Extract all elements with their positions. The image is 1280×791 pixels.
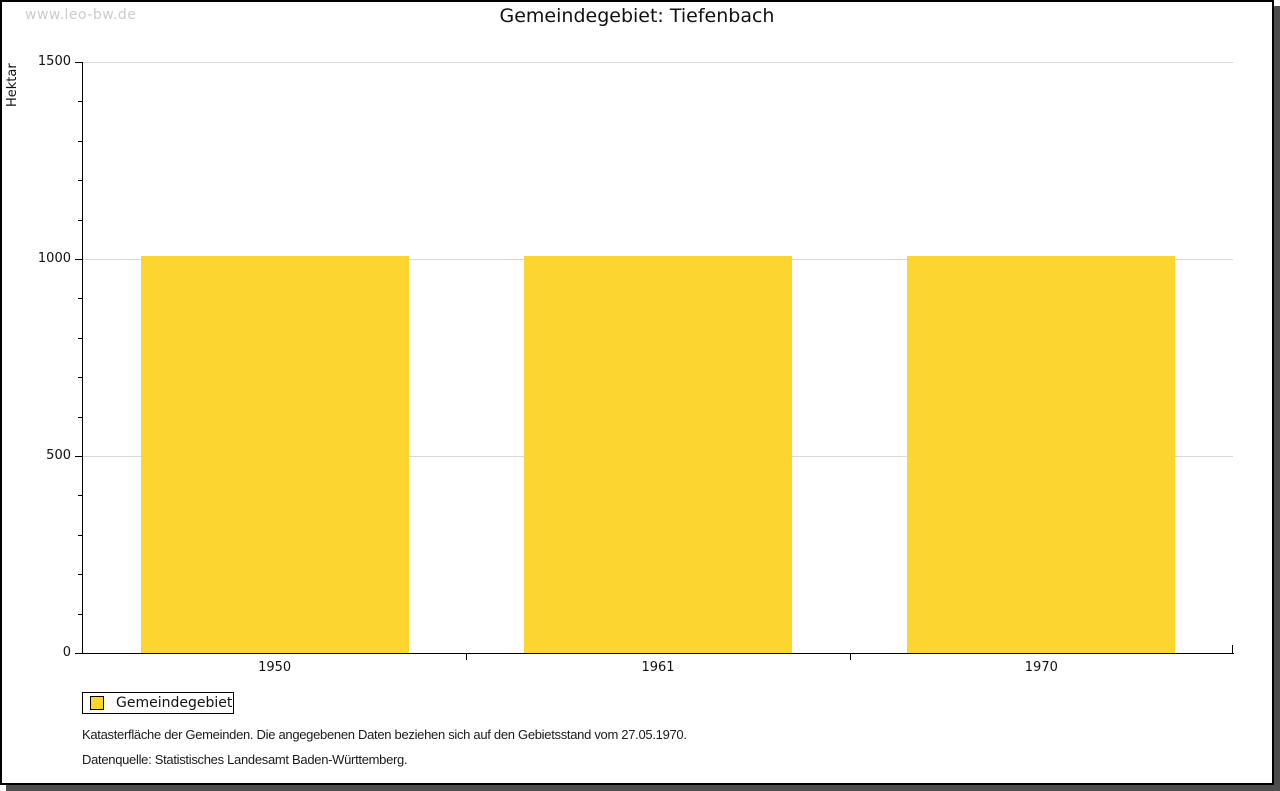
bar-1950 [140,255,409,653]
y-axis-minor-tick [78,534,83,536]
plot-area: 0 500 1000 1500 1950 1961 1970 [38,54,1234,675]
x-axis-line [82,653,1234,654]
y-axis-title: Hektar [5,63,20,107]
y-axis-minor-tick [78,140,83,142]
frame-shadow-bottom [6,785,1274,791]
y-axis-tick [75,653,83,654]
grid-line [83,61,1233,63]
x-axis-group-tick [466,654,468,660]
bar-1961 [524,255,792,653]
x-axis-tick-label: 1961 [641,660,675,675]
y-axis-tick-label: 1000 [37,251,71,266]
y-axis-minor-tick [78,337,83,339]
y-axis-tick [75,62,83,63]
frame-shadow-right [1274,6,1280,791]
y-axis-tick-label: 500 [46,448,71,463]
y-axis-minor-tick [78,377,83,379]
bar-1970 [907,255,1176,653]
y-axis-minor-tick [78,495,83,497]
y-axis-tick [75,456,83,457]
y-axis-minor-tick [78,219,83,221]
legend: Gemeindegebiet [82,692,234,714]
x-axis-end-tick [1232,645,1233,653]
legend-label: Gemeindegebiet [116,695,233,711]
x-axis-group-tick [849,654,851,660]
y-axis-tick-label: 0 [62,645,71,660]
y-axis-minor-tick [78,180,83,182]
y-axis-minor-tick [78,574,83,576]
y-axis-minor-tick [78,101,83,103]
watermark-text: www.leo-bw.de [25,7,137,23]
x-axis-tick-label: 1950 [258,660,292,675]
x-axis-tick-label: 1970 [1024,660,1058,675]
chart-title: Gemeindegebiet: Tiefenbach [499,5,775,27]
footnote-source: Datenquelle: Statistisches Landesamt Bad… [82,752,408,767]
y-axis-tick [75,259,83,260]
y-axis-minor-tick [78,613,83,615]
y-axis-minor-tick [78,298,83,300]
legend-swatch-icon [90,696,104,710]
y-axis-tick-label: 1500 [37,54,71,69]
footnote-description: Katasterfläche der Gemeinden. Die angege… [82,727,687,742]
y-axis-minor-tick [78,416,83,418]
y-axis-line [82,62,83,654]
